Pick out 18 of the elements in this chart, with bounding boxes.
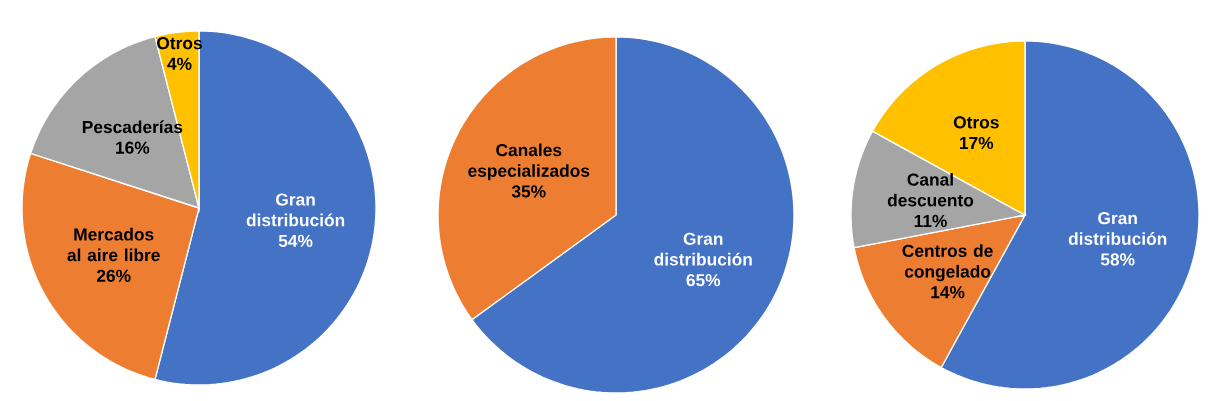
slice-label: Canales especializados [468, 143, 590, 181]
slice-label: Mercados al aire libre [67, 227, 160, 262]
data-label: 26% [96, 269, 131, 282]
data-label: 35% [511, 185, 546, 198]
slice-label: Canal descuento [887, 173, 974, 207]
slice-label: Gran distribución [1068, 212, 1167, 245]
slice-label: Centros de congelado [902, 244, 993, 282]
data-label: 58% [1100, 253, 1135, 266]
slice-label: Otros [953, 116, 999, 129]
data-label: 54% [278, 234, 313, 247]
data-label: 11% [914, 214, 947, 228]
data-label: 17% [960, 136, 994, 150]
data-label: 16% [116, 141, 150, 154]
data-label: 65% [686, 273, 721, 287]
data-label: 14% [931, 286, 965, 299]
slice-label: Gran distribución [654, 232, 752, 266]
data-label: 4% [167, 57, 192, 70]
slice-label: Gran distribución [246, 193, 345, 227]
